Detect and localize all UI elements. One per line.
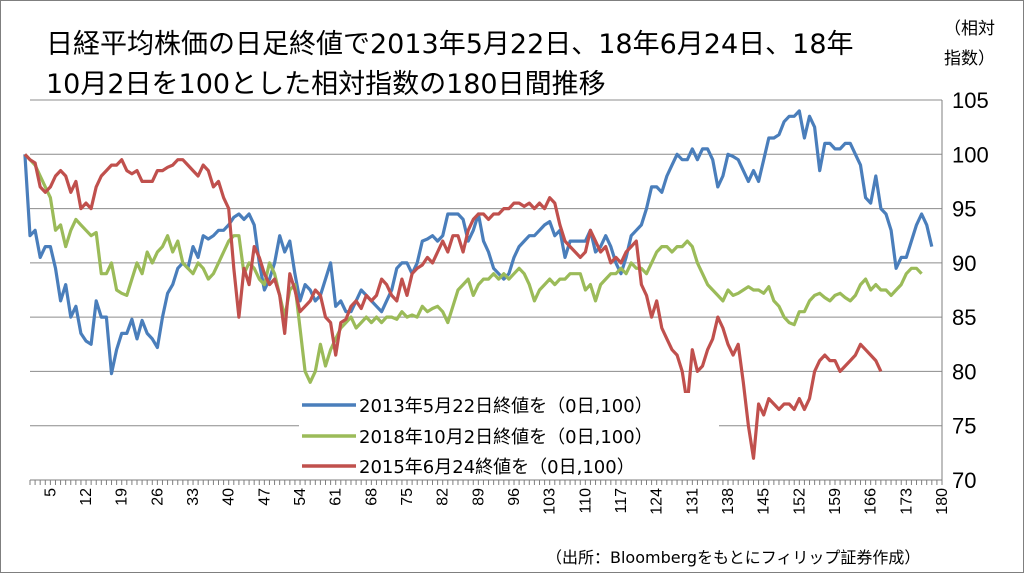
x-tick-label: 124	[649, 488, 666, 515]
x-tick-label: 110	[577, 488, 594, 514]
legend: 2013年5月22日終値を（0日,100） 2018年10月2日終値を（0日,10…	[299, 393, 719, 478]
y-tick-label: 90	[952, 251, 976, 276]
series-line-3	[23, 153, 883, 460]
gridlines	[30, 99, 942, 427]
x-tick-label: 145	[756, 488, 773, 515]
y-tick-label: 70	[952, 468, 976, 493]
y-tick-labels: 70 75 80 85 90 95 100 105	[952, 88, 989, 493]
x-tick-label: 40	[221, 488, 238, 506]
x-tick-label: 5	[42, 488, 59, 497]
legend-bg	[299, 454, 719, 478]
legend-label-2: 2018年10月2日終値を（0日,100）	[359, 427, 653, 448]
x-tick-label: 47	[256, 488, 273, 506]
chart-title-line2: 10月2日を100とした相対指数の180日間推移	[46, 69, 606, 100]
x-tick-label: 54	[292, 488, 309, 506]
x-tick-label: 68	[363, 488, 380, 506]
x-tick-label: 96	[506, 488, 523, 506]
x-tick-label: 19	[114, 488, 131, 506]
axes	[29, 100, 943, 485]
source-note: （出所：Bloombergをもとにフィリップ証券作成）	[546, 548, 921, 567]
x-tick-label: 75	[399, 488, 416, 506]
series-line-1	[23, 109, 934, 376]
y-tick-label: 80	[952, 359, 976, 384]
legend-bg	[299, 424, 719, 448]
legend-label-3: 2015年6月24終値を（0日,100）	[359, 457, 635, 478]
x-tick-label: 61	[328, 488, 345, 506]
chart-title-line1: 日経平均株価の日足終値で2013年5月22日、18年6月24日、18年	[46, 29, 854, 60]
x-tick-label: 26	[149, 488, 166, 506]
x-tick-label: 152	[791, 488, 808, 515]
y-tick-label: 100	[952, 142, 989, 167]
x-tick-label: 138	[720, 488, 737, 515]
x-tick-label: 131	[684, 488, 701, 515]
legend-bg	[299, 393, 719, 417]
x-tick-label: 173	[898, 488, 915, 515]
x-tick-label: 103	[542, 488, 559, 515]
x-tick-label: 117	[613, 488, 630, 514]
x-tick-label: 89	[470, 488, 487, 506]
y-tick-label: 75	[952, 414, 976, 439]
x-tick-labels: 5 12 19 26 33 40 47 54 61 68 75 82 89 96 103 110 117 124 1…	[42, 488, 951, 515]
x-tick-label: 159	[827, 488, 844, 515]
x-tick-label: 82	[435, 488, 452, 506]
x-tick-label: 12	[78, 488, 95, 506]
series-lines	[23, 109, 934, 460]
series-line-2	[23, 153, 923, 384]
y-tick-label: 105	[952, 88, 989, 113]
legend-label-1: 2013年5月22日終値を（0日,100）	[359, 396, 653, 417]
y-tick-label: 85	[952, 305, 976, 330]
x-tick-label: 33	[185, 488, 202, 506]
x-tick-label: 166	[863, 488, 880, 515]
y-axis-unit-line1: （相対	[944, 19, 995, 39]
y-tick-label: 95	[952, 197, 976, 222]
x-tick-label: 180	[934, 488, 951, 515]
y-axis-unit-line2: 指数）	[944, 49, 995, 69]
